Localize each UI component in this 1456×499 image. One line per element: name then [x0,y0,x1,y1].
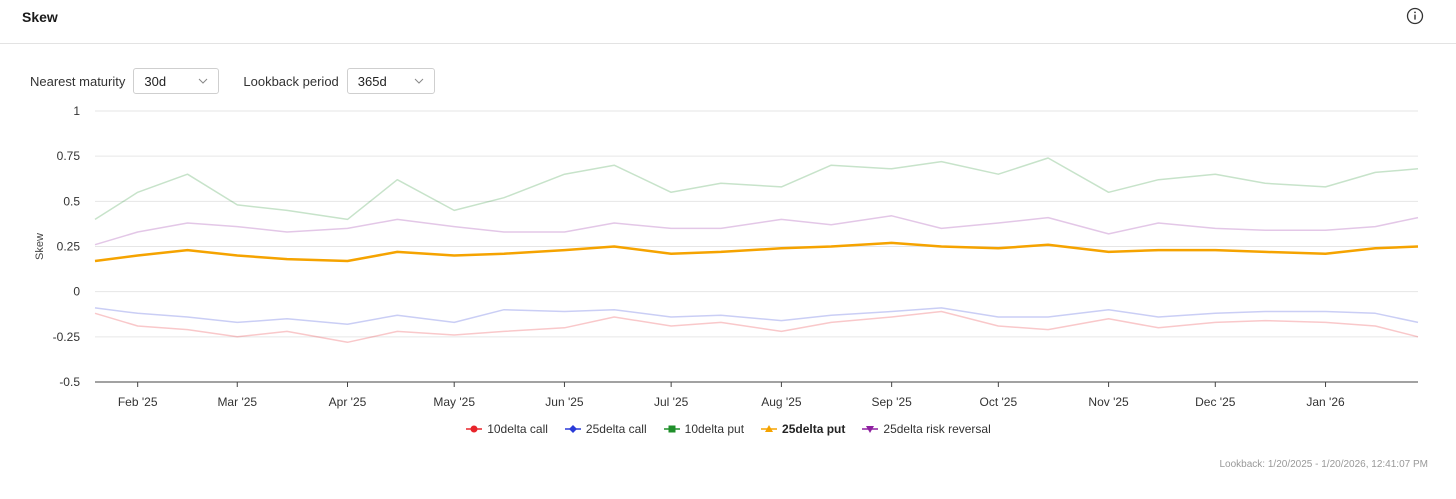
legend-item[interactable]: 25delta risk reversal [861,422,991,436]
x-tick-label: Apr '25 [329,395,367,409]
chart-legend: 10delta call 25delta call 10delta put 25del… [0,422,1456,436]
series-line-25delta-put [94,241,1419,263]
legend-marker-icon [761,425,778,432]
y-tick-label: 1 [73,104,80,118]
x-tick-label: May '25 [433,395,475,409]
chevron-down-icon [199,78,208,84]
x-tick-label: Jan '26 [1306,395,1345,409]
y-tick-label: 0.75 [57,149,81,163]
maturity-label: Nearest maturity [30,73,126,89]
x-tick-label: Feb '25 [118,395,158,409]
legend-marker-icon [862,426,879,433]
maturity-select[interactable]: 30d [133,68,220,94]
chart-controls: Nearest maturity 30d Lookback period 365… [30,67,435,95]
legend-marker-icon [663,425,680,433]
y-tick-label: 0.25 [57,240,81,254]
legend-label: 10delta put [684,422,745,436]
chevron-down-icon [414,78,424,84]
series-line-10delta-put [94,157,1419,221]
y-tick-label: -0.5 [59,375,80,389]
y-tick-label: 0 [73,285,80,299]
y-tick-label: 0.5 [63,194,80,208]
x-tick-label: Jun '25 [545,395,584,409]
lookback-value: 365d [357,73,387,89]
legend-item[interactable]: 10delta call [465,422,548,436]
info-icon[interactable] [1406,7,1424,25]
y-tick-label: -0.25 [53,330,81,344]
legend-item[interactable]: 10delta put [663,422,744,436]
series-line-10delta-call [94,310,1419,344]
panel-title: Skew [22,9,58,25]
skew-line-chart: 1 0.75 0.5 0.25 0 -0.25 -0.5 Feb '25 Mar '25 Apr … [34,104,1419,409]
x-tick-label: Aug '25 [761,395,802,409]
x-tick-label: Sep '25 [871,395,912,409]
legend-marker-icon [466,425,483,433]
legend-label: 25delta call [585,422,647,436]
y-axis-label: Skew [34,233,46,260]
x-tick-label: Dec '25 [1195,395,1236,409]
legend-item[interactable]: 25delta put [760,422,845,436]
legend-item[interactable]: 25delta call [564,422,647,436]
series-line-25delta-risk-reversal [94,215,1419,246]
lookback-label: Lookback period [243,73,339,89]
x-tick-label: Nov '25 [1088,395,1129,409]
lookback-select[interactable]: 365d [346,68,435,94]
panel-header: Skew [0,0,1456,44]
legend-label: 25delta put [782,422,846,436]
x-tick-label: Mar '25 [217,395,257,409]
lookback-footer: Lookback: 1/20/2025 - 1/20/2026, 12:41:0… [1219,459,1429,470]
x-tick-label: Oct '25 [980,395,1018,409]
legend-label: 25delta risk reversal [883,422,991,436]
series-line-25delta-call [94,307,1419,325]
x-tick-label: Jul '25 [654,395,689,409]
maturity-value: 30d [144,73,167,89]
legend-marker-icon [564,425,581,433]
legend-label: 10delta call [487,422,548,436]
